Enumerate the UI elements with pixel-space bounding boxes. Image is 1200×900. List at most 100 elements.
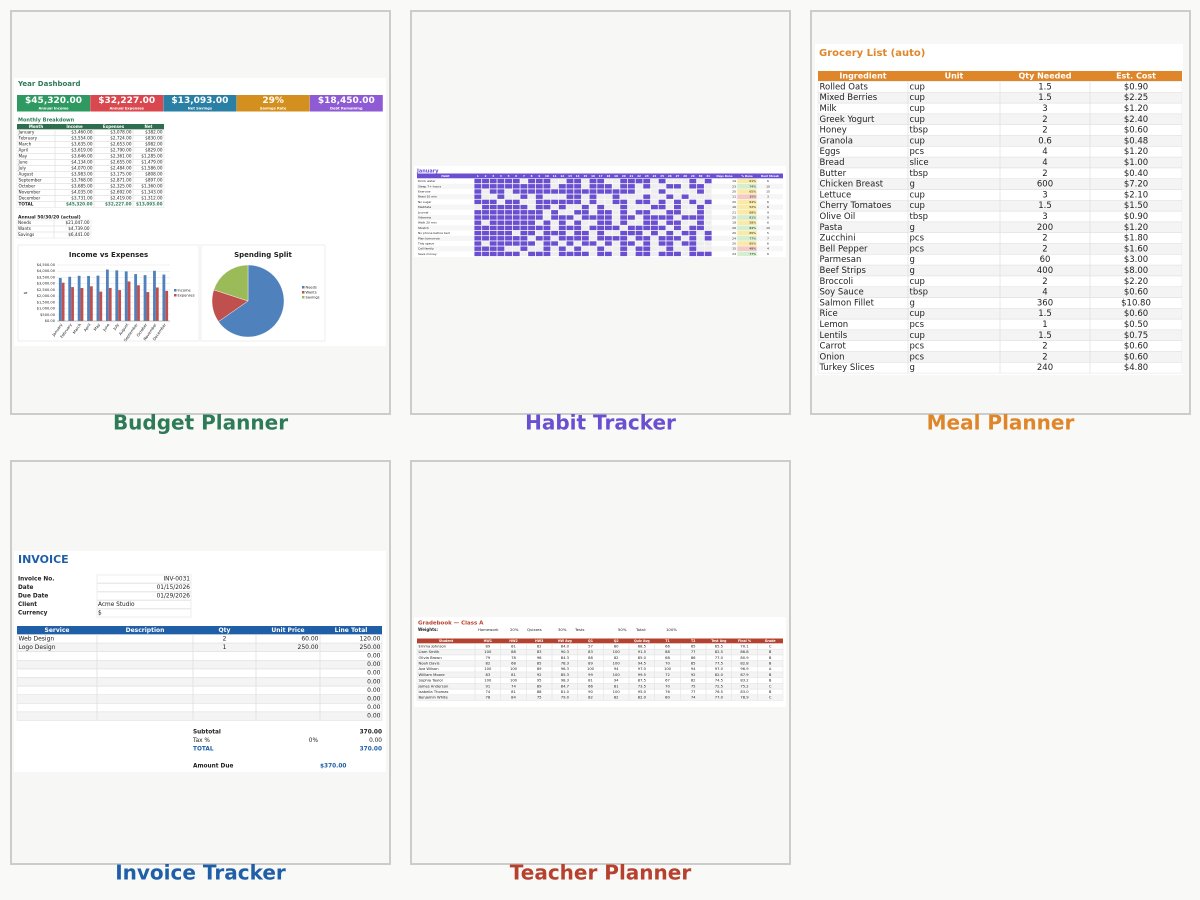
pct-done: 74% [749,184,756,188]
habit-check [612,204,620,210]
habit-check [566,194,574,199]
row-stripe [17,660,382,669]
habit-check [612,189,620,194]
legend-swatch [302,286,305,289]
habit-check [689,194,697,199]
y-tick-label: $1,000.00 [37,307,56,311]
field-label: Client [18,602,37,608]
table-cell: September [19,178,42,183]
table-cell: $8.00 [1124,266,1148,276]
bar [77,275,81,321]
table-cell: $2.10 [1124,190,1148,200]
habit-check [543,225,551,231]
column-header: 3 [492,174,494,178]
habit-check [612,236,620,241]
habit-check [658,236,666,241]
table-cell: 1 [223,644,227,651]
habit-check [604,241,612,246]
habit-check [512,204,520,210]
habit-check [689,189,697,194]
table-cell: 78.3 [561,661,570,665]
table-cell: 89 [537,684,542,688]
table-cell: 0.00 [367,696,381,703]
habit-check [597,199,605,205]
habit-check [581,236,589,241]
habit-check [505,189,512,194]
table-cell: 94.5 [638,661,647,665]
field-value: INV-0031 [163,577,190,583]
habit-check [643,236,651,241]
table-cell: 200 [1037,223,1053,233]
table-cell: g [910,180,915,190]
table-cell: 74 [691,696,696,700]
table-cell: 87.5 [638,679,647,683]
habit-check [581,251,589,257]
habit-check [597,189,605,194]
table-cell: $2,484.00 [110,166,132,171]
table-cell: March [19,142,32,147]
table-cell: 75 [537,696,542,700]
habit-check [674,204,681,210]
pct-done: 84% [749,226,756,230]
habit-check [681,225,689,231]
table-cell: 100 [587,667,595,671]
table-cell: cup [910,104,925,114]
habit-check [674,194,681,199]
x-tick-label: June [101,322,111,333]
habit-check [551,199,559,205]
table-cell: 81.0 [561,690,570,694]
table-cell: 83 [537,650,542,654]
habit-check [681,199,689,205]
table-cell: 88 [665,650,670,654]
table-cell: Liam Smith [419,650,441,654]
habit-check [512,246,520,251]
habit-check [543,210,551,215]
habit-check [505,220,512,225]
table-cell: 77.0 [715,696,724,700]
habit-check [597,220,605,225]
habit-check [520,199,528,205]
table-cell: $0.50 [1124,320,1148,330]
table-cell: 1.5 [1038,201,1052,211]
table-cell: Olive Oil [820,212,856,222]
habit-check [489,204,497,210]
y-tick-label: $500.00 [40,313,56,317]
habit-check [704,199,712,205]
cell-border [319,711,383,721]
bar [89,286,93,321]
habit-check [551,210,559,215]
field-box [96,608,192,618]
bar [134,274,138,321]
habit-check [566,251,574,257]
habit-check [566,184,574,189]
table-cell: $3,078.00 [110,130,132,135]
table-cell: $2,871.00 [110,178,132,183]
habit-check [497,194,505,199]
habit-check [489,178,497,184]
habit-check [528,225,536,231]
table-cell: 79.0 [561,696,570,700]
table-cell: June [18,160,29,165]
table-cell: 57 [588,644,593,648]
habit-check [474,178,482,184]
table-cell: Milk [820,104,837,114]
habit-check [635,204,643,210]
habit-check [558,199,566,205]
pct-done: 81% [749,216,756,220]
habit-check [558,220,566,225]
habit-check [574,241,582,246]
column-header: 27 [676,174,680,178]
table-cell: 82.8 [740,661,749,665]
habit-check [574,230,582,236]
table-cell: 600 [1037,180,1053,190]
habit-check [604,236,612,241]
habit-check [666,236,674,241]
column-header: Q1 [588,639,593,643]
table-cell: 1.5 [1038,331,1052,341]
table-cell: Savings [18,232,34,237]
habit-check [643,246,651,251]
habit-check [535,246,543,251]
habit-check [489,189,497,194]
best-streak: 7 [767,236,769,240]
habit-check [697,251,704,257]
